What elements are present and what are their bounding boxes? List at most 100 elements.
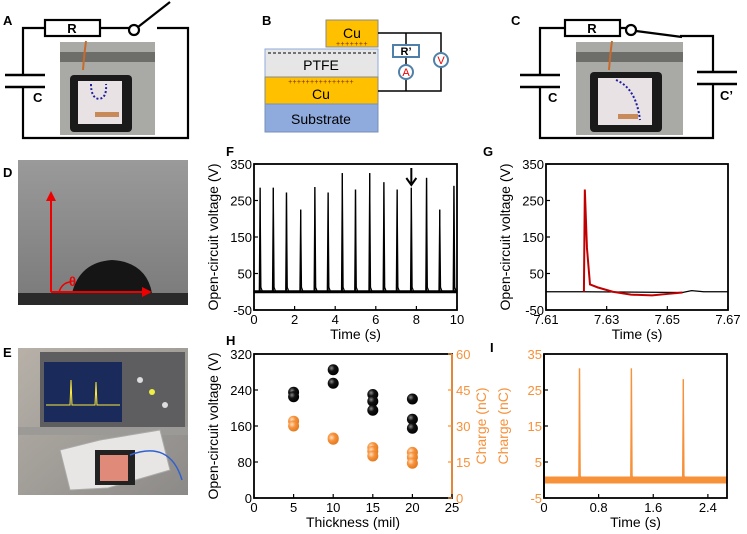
chart-h-thickness: H 0 5 10 15 20 25080160240320015304560Charge … — [205, 333, 489, 530]
x-tick-label: 7.67 — [715, 312, 740, 327]
x-tick-label: 4 — [332, 312, 339, 327]
data-point-voltage — [327, 364, 339, 376]
data-point-voltage — [406, 413, 418, 425]
resistor-symbol — [43, 18, 102, 38]
oscilloscope-screen — [44, 362, 122, 422]
data-point-charge — [288, 420, 300, 432]
y-tick-label: -5 — [530, 491, 542, 506]
series-line-baseline — [546, 290, 728, 294]
data-point-charge — [367, 450, 379, 462]
load-resistor — [392, 44, 420, 58]
contact-area-dots — [90, 83, 108, 101]
voltmeter-icon — [433, 52, 449, 68]
plot-frame — [545, 163, 729, 311]
data-point-voltage — [406, 393, 418, 405]
x-tick-label: 1.6 — [644, 500, 662, 515]
x-tick-label: 5 — [290, 500, 297, 515]
x-axis-label: Thickness (mil) — [306, 514, 400, 530]
panel-label-e: E — [3, 345, 12, 360]
x-tick-label: 6 — [372, 312, 379, 327]
angle-arc — [58, 281, 71, 293]
chart-g-single-pulse: G 7.61 7.63 7.65 7.67 -50 50 150 250 350 Time (s)… — [483, 144, 741, 342]
measurement-wire — [378, 32, 442, 92]
resistor-label: R — [587, 21, 597, 36]
x-tick-label: 2.4 — [699, 500, 717, 515]
y-tick-label: 25 — [528, 383, 542, 398]
y2-tick-label: 30 — [456, 419, 470, 434]
y-tick-label: 150 — [522, 230, 544, 245]
panel-label-f: F — [226, 144, 234, 159]
substrate-layer — [264, 103, 379, 133]
y-axis-label: Charge (nC) — [495, 387, 511, 464]
x-tick-label: 7.63 — [594, 312, 619, 327]
circuit-wire — [538, 26, 715, 140]
chart-i-charge: I 0 0.8 1.6 2.4 -5 5 15 25 35 Time (s) Charge (nC) — [490, 340, 728, 530]
panel-label-a: A — [3, 13, 13, 28]
y2-tick-label: 15 — [456, 455, 470, 470]
panel-d-contact-angle-photo: D θ — [3, 160, 188, 305]
capacitor-label: C — [548, 90, 558, 105]
bottom-cu-label: Cu — [312, 86, 330, 102]
y-tick-label: 5 — [535, 455, 542, 470]
x-tick-label: 7.61 — [533, 312, 558, 327]
x-tick-label: 0 — [250, 312, 257, 327]
y-tick-label: -50 — [233, 303, 252, 318]
circuit-wire — [21, 26, 190, 140]
y-tick-label: 350 — [230, 157, 252, 172]
device-photo-a — [60, 40, 155, 135]
x-axis-label: Time (s) — [612, 326, 663, 342]
y-axis-label: Open-circuit voltage (V) — [497, 163, 513, 310]
resistor-symbol — [563, 18, 622, 38]
panel-label-b: B — [262, 13, 271, 28]
theta-label: θ — [69, 274, 76, 289]
switch-pivot — [624, 23, 638, 37]
top-cu-label: Cu — [343, 25, 361, 41]
data-point-charge — [327, 433, 339, 445]
y-tick-label: 250 — [522, 194, 544, 209]
y-tick-label: 350 — [522, 157, 544, 172]
contact-path-dots — [615, 79, 641, 121]
y2-tick-label: 60 — [456, 347, 470, 362]
series-line-charge — [544, 368, 727, 481]
panel-label-g: G — [483, 144, 493, 159]
panel-c-circuit: C R C C’ — [511, 13, 737, 140]
positive-charges: +++++++++++++++ — [288, 79, 354, 86]
y-tick-label: 250 — [230, 194, 252, 209]
y-tick-label: 240 — [230, 383, 252, 398]
switch-closed-lever — [635, 29, 683, 39]
panel-label-h: H — [226, 333, 235, 348]
y2-tick-label: 45 — [456, 383, 470, 398]
ammeter-label: A — [402, 67, 410, 79]
chart-f-voltage-vs-time: F 0 2 4 6 8 10 -50 50 150 250 350 Time (s) Open-circ… — [205, 144, 464, 342]
panel-label-c: C — [511, 13, 521, 28]
x-tick-label: 0 — [250, 500, 257, 515]
y-tick-label: 50 — [238, 267, 252, 282]
bottom-cu-layer — [264, 76, 379, 105]
panel-label-d: D — [3, 165, 12, 180]
data-point-voltage — [406, 422, 418, 434]
device-photo-c — [576, 40, 683, 135]
resistor-label: R — [67, 21, 77, 36]
x-axis-label: Time (s) — [610, 514, 661, 530]
substrate-label: Substrate — [291, 111, 351, 127]
y-tick-label: 0 — [245, 491, 252, 506]
load-resistor-label: R’ — [401, 46, 412, 58]
voltmeter-label: V — [437, 55, 445, 67]
y-tick-label: 320 — [230, 347, 252, 362]
x-tick-label: 0.8 — [590, 500, 608, 515]
positive-charges: +++++++ — [336, 41, 368, 48]
y2-axis-label: Charge (nC) — [473, 387, 489, 464]
panel-e-setup-photo: E — [3, 345, 188, 495]
x-tick-label: 0 — [540, 500, 547, 515]
panel-b-schematic: B Cu +++++++ PTFE +++++++++++++++ Cu Sub… — [262, 13, 449, 133]
capacitor2-label: C’ — [720, 88, 733, 103]
ammeter-icon — [398, 64, 414, 80]
y-tick-label: 35 — [528, 347, 542, 362]
y-tick-label: -50 — [525, 303, 544, 318]
panel-a-circuit: A R C — [3, 1, 190, 140]
x-axis-label: Time (s) — [330, 326, 381, 342]
data-point-voltage — [367, 404, 379, 416]
y-tick-label: 160 — [230, 419, 252, 434]
